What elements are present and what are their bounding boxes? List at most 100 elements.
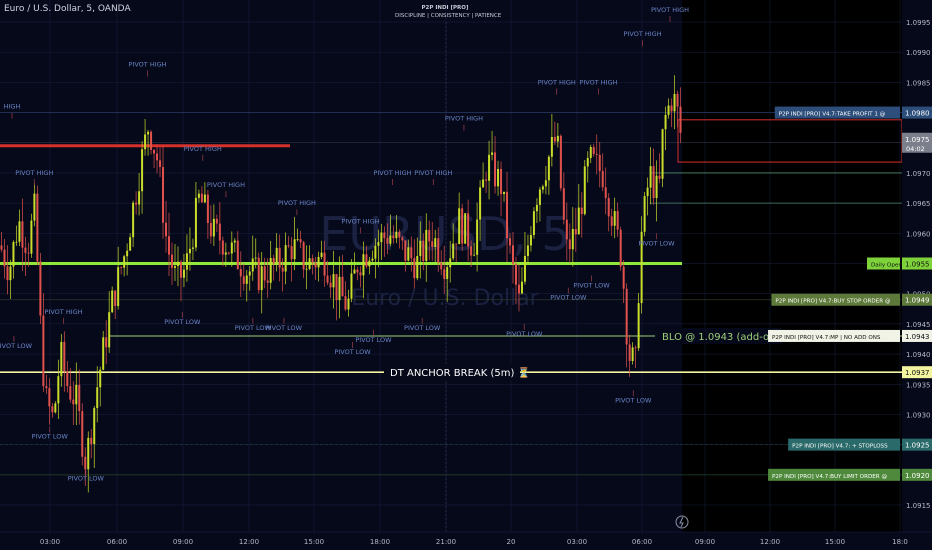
replay-icon[interactable] — [675, 515, 689, 529]
candle-body — [359, 272, 362, 276]
candle — [404, 240, 407, 272]
candle-body — [135, 202, 138, 205]
candle-body — [69, 386, 72, 400]
candle — [532, 207, 535, 239]
candle-body — [637, 303, 640, 349]
candle — [389, 214, 392, 247]
candle — [488, 140, 491, 200]
candle — [239, 251, 242, 297]
candle — [105, 320, 108, 365]
pivot-label: PIVOT LOW — [506, 330, 543, 338]
price-tag-text: 1.0937 — [905, 369, 930, 377]
candle-body — [631, 347, 634, 362]
candle — [371, 250, 374, 264]
candle-body — [54, 403, 57, 413]
candle-body — [317, 256, 320, 268]
candle — [535, 198, 538, 224]
candle — [165, 200, 168, 253]
candle-body — [356, 269, 359, 273]
candle-body — [57, 376, 60, 404]
candle — [141, 141, 144, 214]
candle — [188, 227, 191, 271]
candle-body — [194, 197, 197, 248]
candle-body — [509, 238, 512, 246]
pivot-label: PIVOT HIGH — [278, 199, 316, 207]
candle — [132, 200, 135, 247]
candle-body — [218, 223, 221, 241]
candle-body — [84, 456, 87, 470]
candle-body — [452, 243, 455, 259]
candle — [664, 106, 667, 151]
candle — [233, 238, 236, 253]
price-tag-text: 1.0955 — [905, 261, 930, 269]
candle — [93, 405, 96, 468]
price-tag-text: 1.0925 — [905, 442, 930, 450]
pivot-label: PIVOT HIGH — [445, 115, 483, 123]
candle-body — [45, 386, 48, 389]
candle-body — [652, 166, 655, 199]
candle — [24, 236, 27, 276]
pivot-label: PIVOT LOW — [334, 348, 371, 356]
symbol-title[interactable]: Euro / U.S. Dollar, 5, OANDA — [4, 4, 131, 14]
candle-body — [461, 208, 464, 244]
candle — [251, 235, 254, 281]
time-axis[interactable]: 03:00 06:00 09:00 12:00 15:00 18:00 21:00 20 03:… — [0, 531, 932, 550]
time-axis-label: 09:00 — [695, 538, 715, 546]
candle — [60, 334, 63, 387]
time-axis-label: 12:00 — [760, 538, 780, 546]
candle — [296, 228, 299, 242]
time-axis-label: 12:00 — [239, 538, 259, 546]
candle — [0, 231, 3, 253]
candle-body — [440, 262, 443, 270]
candle-body — [428, 229, 431, 242]
candle — [227, 251, 230, 255]
candle-body — [571, 229, 574, 250]
candle-body — [580, 207, 583, 215]
candle — [559, 134, 562, 192]
candle — [673, 75, 676, 130]
pivot-label: PIVOT HIGH — [341, 217, 379, 225]
candle-body — [547, 156, 550, 181]
time-axis-label: 21:00 — [436, 538, 456, 546]
candle — [344, 281, 347, 311]
pivot-label: PIVOT LOW — [355, 336, 392, 344]
candle — [224, 242, 227, 267]
candle-body — [18, 221, 21, 242]
candle-body — [667, 105, 670, 115]
candle-body — [538, 189, 541, 205]
level-label-bg-buy-stop — [771, 293, 900, 306]
candle-body — [150, 131, 153, 150]
candle — [33, 182, 36, 227]
candle-body — [162, 167, 165, 223]
price-tag-text: 1.0943 — [905, 333, 930, 341]
candle-body — [413, 258, 416, 279]
candle-body — [550, 137, 553, 157]
candle — [332, 250, 335, 309]
candle-body — [482, 179, 485, 188]
candle-body — [434, 238, 437, 247]
dt-annotation: DT ANCHOR BREAK (5m) ⏳ — [390, 366, 530, 379]
time-axis-label: 18:0 — [892, 538, 908, 546]
candle-body — [242, 276, 245, 284]
candle-body — [437, 238, 440, 263]
candle-body — [419, 240, 422, 256]
candle — [272, 254, 275, 281]
candle — [15, 225, 18, 246]
candle-body — [679, 106, 682, 133]
candle — [550, 113, 553, 167]
price-axis-label: 1.0985 — [906, 79, 931, 87]
price-tag-stoploss — [902, 438, 932, 451]
candle — [51, 403, 54, 418]
candle-body — [108, 312, 111, 348]
candle-body — [305, 268, 308, 270]
candle — [383, 226, 386, 257]
candle-body — [514, 263, 517, 285]
candle — [347, 289, 350, 317]
price-axis-label: 1.0945 — [906, 321, 931, 329]
candle-body — [129, 237, 132, 251]
candle — [176, 246, 179, 287]
candle — [538, 187, 541, 222]
candle — [39, 252, 42, 325]
candle-body — [311, 258, 314, 263]
